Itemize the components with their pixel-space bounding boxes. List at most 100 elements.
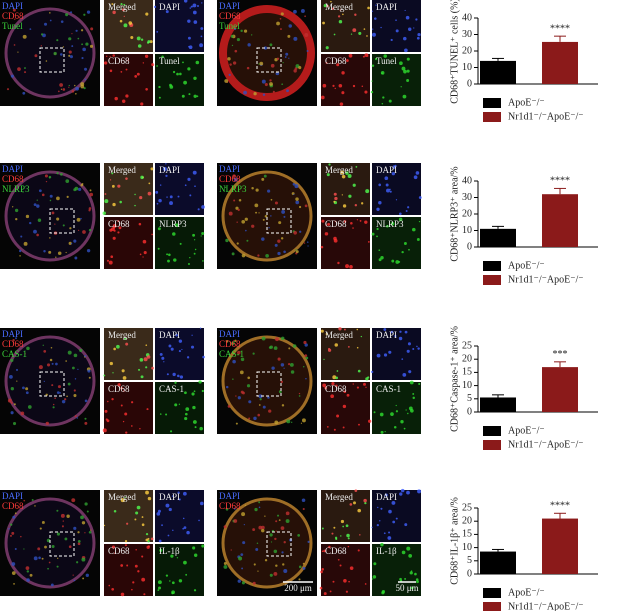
speck [45, 421, 49, 425]
speck [374, 57, 378, 61]
speck [342, 404, 347, 409]
speck [142, 256, 144, 258]
speck [385, 183, 389, 187]
speck [269, 533, 273, 537]
speck [303, 242, 306, 244]
speck [254, 507, 258, 512]
speck [264, 214, 268, 218]
speck [259, 398, 262, 401]
micrograph-tile [372, 0, 421, 52]
speck [34, 54, 38, 58]
speck [165, 10, 169, 14]
speck [84, 502, 88, 506]
speck [54, 397, 56, 400]
speck [406, 57, 410, 61]
speck [352, 227, 354, 229]
speck [158, 198, 162, 203]
speck [262, 405, 266, 409]
tile-label: NLRP3 [376, 219, 404, 229]
micrograph-tile [104, 382, 153, 434]
speck [275, 337, 279, 342]
speck [258, 506, 261, 509]
speck [128, 21, 133, 25]
speck [190, 345, 195, 349]
speck [331, 382, 335, 386]
speck [304, 15, 306, 18]
channel-label: CD68 [2, 11, 24, 21]
speck [103, 524, 106, 527]
speck [10, 401, 13, 404]
speck [389, 190, 392, 193]
speck [381, 102, 384, 105]
speck [339, 564, 342, 567]
speck [81, 557, 86, 562]
speck [253, 416, 257, 421]
speck [350, 221, 353, 225]
speck [240, 29, 243, 33]
speck [134, 204, 136, 207]
speck [10, 523, 13, 526]
channel-label: DAPI [2, 164, 23, 174]
speck [178, 403, 181, 405]
speck [147, 537, 150, 540]
speck [383, 353, 388, 357]
speck [89, 189, 92, 192]
speck [102, 211, 106, 215]
speck [112, 236, 116, 240]
speck [401, 250, 404, 254]
speck [295, 250, 299, 254]
speck [173, 258, 177, 262]
speck [22, 386, 25, 390]
speck [416, 238, 420, 241]
speck [358, 423, 360, 426]
speck [340, 519, 345, 524]
vessel-ring [4, 335, 96, 427]
speck [372, 32, 376, 37]
speck [141, 555, 144, 558]
speck [388, 531, 391, 534]
speck [416, 36, 420, 40]
speck [365, 189, 370, 194]
channel-label: DAPI [2, 329, 23, 339]
speck [268, 409, 272, 413]
speck [165, 163, 167, 165]
speck [399, 61, 403, 66]
speck [183, 560, 187, 565]
speck [192, 233, 196, 237]
speck [199, 426, 203, 431]
bar [542, 41, 578, 84]
speck [383, 54, 387, 58]
speck [109, 69, 113, 73]
speck [33, 203, 37, 207]
speck [136, 36, 141, 41]
speck [186, 530, 190, 535]
speck [277, 514, 280, 517]
speck [367, 6, 370, 10]
speck [380, 71, 385, 75]
speck [352, 383, 354, 385]
speck [70, 242, 73, 245]
speck [143, 357, 148, 362]
speck [145, 533, 149, 536]
speck [139, 428, 141, 430]
speck [412, 227, 416, 232]
speck [353, 501, 356, 505]
speck [187, 177, 191, 181]
speck [134, 75, 138, 78]
speck [80, 29, 84, 32]
speck [368, 419, 372, 423]
speck [10, 411, 14, 415]
tile-label: IL-1β [159, 546, 180, 556]
speck [84, 67, 88, 71]
speck [271, 366, 275, 370]
speck [303, 365, 305, 368]
channel-label: Tunel [2, 21, 23, 31]
speck [225, 238, 229, 243]
speck [336, 414, 340, 418]
speck [325, 46, 329, 50]
speck [59, 53, 63, 56]
speck [242, 541, 246, 545]
speck [373, 411, 376, 414]
speck [267, 396, 270, 399]
speck [193, 553, 198, 557]
